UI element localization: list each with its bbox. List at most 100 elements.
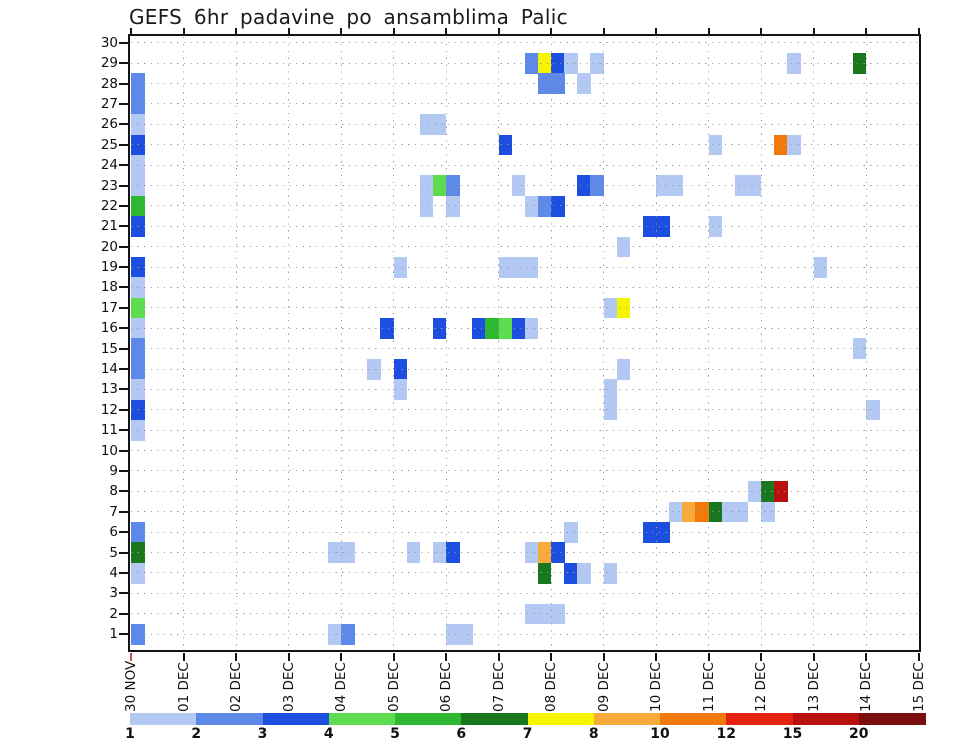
colorbar-label: 20 xyxy=(849,726,869,742)
y-axis-tick xyxy=(119,469,128,472)
y-axis-label: 13 xyxy=(100,381,118,398)
colorbar-label: 5 xyxy=(390,726,400,742)
y-axis-tick xyxy=(119,368,128,371)
grid-day-dots xyxy=(235,36,237,651)
x-axis-label: 04 DEC xyxy=(333,662,349,712)
grid-row-dots xyxy=(130,348,920,350)
y-axis-label: 23 xyxy=(100,177,118,194)
x-axis-tick xyxy=(760,653,762,661)
y-axis-label: 22 xyxy=(100,197,118,214)
top-axis-tick xyxy=(707,28,710,34)
y-axis-label: 6 xyxy=(109,524,118,541)
y-axis-label: 17 xyxy=(100,299,118,316)
y-axis-label: 26 xyxy=(100,116,118,133)
grid-row-dots xyxy=(130,185,920,187)
y-axis-label: 5 xyxy=(109,544,118,561)
grid-day-dots xyxy=(288,36,289,651)
grid-row-dots xyxy=(130,42,920,44)
x-axis-tick xyxy=(497,653,500,661)
y-axis-tick xyxy=(119,551,128,554)
colorbar-segment xyxy=(196,713,264,725)
y-axis-label: 30 xyxy=(100,34,118,51)
grid-row-dots xyxy=(130,144,920,146)
grid-row-dots xyxy=(130,592,920,594)
top-axis-tick xyxy=(760,28,762,34)
grid-row-dots xyxy=(130,266,920,268)
y-axis-tick xyxy=(119,510,128,513)
x-axis-label: 08 DEC xyxy=(543,662,559,712)
y-axis-label: 4 xyxy=(109,564,118,581)
grid-row-dots xyxy=(130,123,920,125)
colorbar-segment xyxy=(395,713,462,725)
grid-day-dots xyxy=(340,36,342,651)
x-axis-tick xyxy=(865,653,867,661)
top-axis-tick xyxy=(865,28,867,34)
colorbar-segment xyxy=(858,713,926,725)
x-axis-label: 09 DEC xyxy=(595,662,612,712)
grid-day-dots xyxy=(183,36,184,651)
grid-row-dots xyxy=(130,572,920,574)
y-axis-label: 2 xyxy=(109,605,118,622)
top-axis-tick xyxy=(392,28,395,34)
top-axis-tick xyxy=(497,28,500,34)
colorbar-segment xyxy=(726,713,794,725)
x-axis-label: 05 DEC xyxy=(385,662,402,712)
y-axis-tick xyxy=(119,429,128,432)
grid-day-dots xyxy=(760,36,762,651)
x-axis-label: 30 NOV xyxy=(123,660,139,712)
top-axis-tick xyxy=(340,28,342,34)
colorbar-segment xyxy=(792,713,860,725)
y-axis-tick xyxy=(119,531,128,534)
x-axis-label: 06 DEC xyxy=(438,662,454,712)
y-axis-label: 3 xyxy=(109,585,118,602)
x-axis-label: 03 DEC xyxy=(280,662,297,712)
grid-row-dots xyxy=(130,531,920,533)
x-axis-tick xyxy=(130,653,132,661)
y-axis-label: 19 xyxy=(100,259,118,276)
colorbar-segment xyxy=(593,713,661,725)
grid-row-dots xyxy=(130,103,920,105)
x-axis-label: 15 DEC xyxy=(910,662,927,712)
y-axis-tick xyxy=(119,633,128,636)
grid-row-dots xyxy=(130,246,920,248)
y-axis-tick xyxy=(119,266,128,269)
x-axis-tick xyxy=(392,653,395,661)
grid-day-dots xyxy=(603,36,604,651)
y-axis-label: 18 xyxy=(100,279,118,296)
colorbar-label: 2 xyxy=(191,726,202,742)
grid-day-dots xyxy=(865,36,867,651)
x-axis-tick xyxy=(602,653,605,661)
y-axis-tick xyxy=(119,143,128,146)
x-axis-tick xyxy=(812,653,815,661)
top-axis-tick xyxy=(130,28,132,34)
y-axis-tick xyxy=(119,347,128,350)
x-axis-tick xyxy=(287,653,290,661)
x-axis-label: 07 DEC xyxy=(490,662,507,712)
top-axis-tick xyxy=(655,28,657,34)
y-axis-label: 1 xyxy=(109,626,118,643)
colorbar-segment xyxy=(328,713,396,725)
grid-day-dots xyxy=(445,36,447,651)
y-axis-tick xyxy=(119,612,128,615)
colorbar-segment xyxy=(461,713,529,725)
top-axis-tick xyxy=(182,28,185,34)
grid-row-dots xyxy=(130,62,920,64)
y-axis-label: 20 xyxy=(100,238,118,255)
colorbar-label: 6 xyxy=(456,726,467,742)
grid-row-dots xyxy=(130,633,920,635)
x-axis-tick xyxy=(655,653,657,661)
y-axis-label: 16 xyxy=(100,320,118,337)
y-axis-label: 28 xyxy=(100,75,118,92)
y-axis-tick xyxy=(119,164,128,167)
grid-day-dots xyxy=(655,36,657,651)
x-axis-tick xyxy=(707,653,710,661)
y-axis-tick xyxy=(119,449,128,452)
x-axis-label: 14 DEC xyxy=(858,662,874,712)
top-axis-tick xyxy=(235,28,237,34)
top-axis-tick xyxy=(812,28,815,34)
grid-row-dots xyxy=(130,327,920,329)
x-axis-label: 12 DEC xyxy=(753,662,769,712)
y-axis-tick xyxy=(119,62,128,65)
top-axis-tick xyxy=(917,28,920,34)
